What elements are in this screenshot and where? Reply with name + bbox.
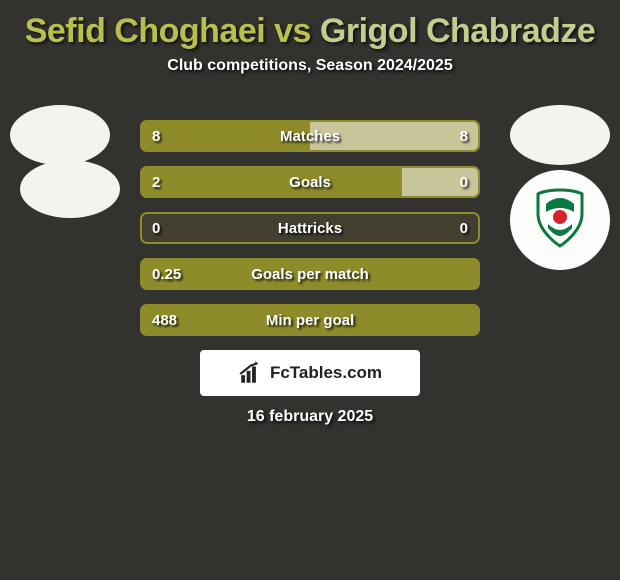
stat-bar-row: 00Hattricks xyxy=(140,212,480,244)
stat-label: Min per goal xyxy=(140,304,480,336)
stat-label: Goals xyxy=(140,166,480,198)
zob-ahan-badge-icon xyxy=(524,184,596,256)
subtitle: Club competitions, Season 2024/2025 xyxy=(0,57,620,93)
stat-bar-row: 88Matches xyxy=(140,120,480,152)
page-title: Sefid Choghaei vs Grigol Chabradze xyxy=(0,0,620,57)
stat-label: Hattricks xyxy=(140,212,480,244)
stat-label: Matches xyxy=(140,120,480,152)
stat-bar-row: 20Goals xyxy=(140,166,480,198)
stat-bar-row: 488Min per goal xyxy=(140,304,480,336)
stat-label: Goals per match xyxy=(140,258,480,290)
vs-separator: vs xyxy=(265,12,320,50)
player2-name: Grigol Chabradze xyxy=(320,12,595,50)
player1-name: Sefid Choghaei xyxy=(25,12,265,50)
stat-bars: 88Matches 20Goals 00Hattricks 0.25Goals per… xyxy=(140,120,480,350)
date-text: 16 february 2025 xyxy=(0,408,620,426)
stat-bar-row: 0.25Goals per match xyxy=(140,258,480,290)
chart-icon xyxy=(238,360,264,386)
player2-avatar xyxy=(510,105,610,165)
player1-avatar-bottom xyxy=(20,160,120,218)
branding-text: FcTables.com xyxy=(270,363,382,383)
club-badge xyxy=(510,170,610,270)
branding-box: FcTables.com xyxy=(200,350,420,396)
player1-avatar-top xyxy=(10,105,110,165)
